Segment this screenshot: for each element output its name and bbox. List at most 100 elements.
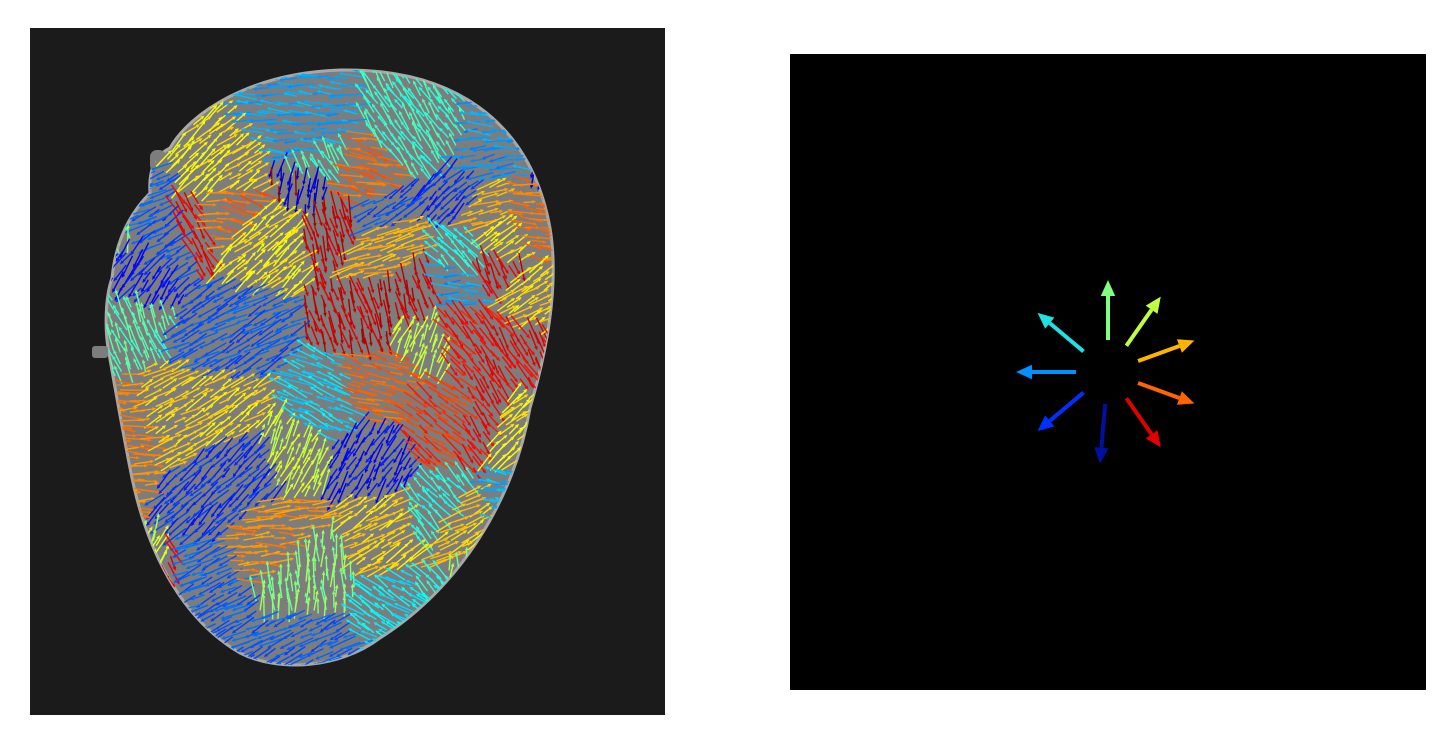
- vector-arrow: [439, 127, 449, 139]
- vector-arrow: [427, 86, 442, 105]
- vector-arrow: [268, 128, 288, 133]
- vector-arrow: [399, 92, 415, 112]
- vector-arrow: [483, 139, 513, 144]
- vector-arrow: [293, 146, 322, 152]
- vector-arrow: [294, 189, 300, 214]
- vector-arrow: [297, 75, 319, 80]
- vector-arrow: [229, 173, 242, 180]
- vector-arrow: [324, 85, 342, 91]
- vector-arrow: [215, 116, 237, 132]
- vector-arrow: [207, 174, 223, 193]
- vector-arrow: [450, 97, 465, 114]
- vector-arrow: [418, 102, 430, 121]
- vector-arrow: [166, 143, 181, 160]
- vector-arrow: [229, 179, 241, 190]
- vector-arrow: [193, 186, 209, 199]
- vector-arrow: [411, 162, 419, 176]
- vector-arrow: [400, 120, 414, 139]
- vector-arrow: [476, 178, 502, 191]
- vector-arrow: [481, 153, 495, 160]
- vector-arrow: [140, 197, 166, 207]
- vector-arrow: [300, 149, 310, 168]
- vector-arrow: [276, 101, 304, 108]
- vector-arrow: [165, 159, 181, 174]
- vector-arrow: [190, 151, 206, 170]
- vector-arrow: [303, 100, 333, 106]
- vector-arrow: [383, 188, 398, 199]
- vector-arrow: [316, 111, 336, 115]
- vector-arrow: [266, 120, 291, 125]
- vector-arrow: [399, 187, 413, 199]
- vector-arrow: [192, 115, 205, 126]
- vector-arrow: [306, 194, 311, 210]
- vector-arrow: [333, 75, 349, 80]
- vector-arrow: [336, 147, 351, 168]
- vector-arrow: [362, 71, 375, 99]
- vector-arrow: [238, 111, 266, 117]
- vector-arrow: [260, 109, 287, 116]
- vector-arrow: [321, 135, 331, 159]
- vector-arrow: [170, 175, 189, 199]
- vector-arrow: [454, 123, 463, 136]
- vector-arrow: [460, 164, 491, 169]
- vector-arrow: [481, 187, 509, 196]
- vector-arrow: [510, 174, 531, 182]
- vector-arrow: [236, 132, 250, 146]
- vector-arrow: [433, 156, 453, 178]
- vector-arrow: [343, 193, 363, 198]
- vector-arrow: [183, 136, 195, 147]
- vector-arrow: [277, 186, 281, 204]
- vector-arrow: [477, 192, 499, 201]
- vector-arrow: [454, 185, 470, 202]
- vector-arrow: [320, 131, 346, 135]
- vector-arrow: [503, 154, 527, 158]
- vector-arrow: [209, 123, 225, 135]
- vector-arrow: [191, 173, 210, 193]
- vector-arrow: [168, 153, 180, 164]
- vector-arrow: [199, 134, 212, 145]
- vector-arrow: [266, 107, 291, 115]
- vector-arrow: [395, 77, 415, 99]
- vector-arrow: [339, 83, 367, 88]
- vector-arrow: [400, 177, 418, 194]
- vector-arrow: [412, 144, 419, 159]
- vector-arrow: [207, 149, 225, 163]
- vector-arrow: [307, 85, 322, 90]
- vector-arrow: [216, 134, 238, 147]
- vector-arrow: [372, 198, 385, 205]
- vector-arrow: [422, 98, 430, 114]
- vector-arrow: [359, 163, 380, 172]
- vector-arrow: [462, 190, 477, 200]
- vector-arrow: [316, 74, 329, 79]
- vector-arrow: [285, 192, 290, 212]
- vector-arrow: [412, 135, 424, 150]
- vector-arrow: [294, 170, 298, 197]
- vector-arrow: [281, 119, 297, 124]
- vector-arrow: [371, 103, 388, 126]
- vector-arrow: [469, 158, 486, 163]
- vector-arrow: [410, 178, 420, 188]
- vector-arrow: [252, 179, 273, 190]
- direction-color-legend: [790, 54, 1426, 690]
- vector-arrow: [389, 132, 405, 151]
- vector-arrow: [371, 146, 390, 152]
- vector-arrow: [171, 131, 187, 153]
- vector-arrow: [424, 111, 441, 131]
- vector-arrow: [177, 175, 200, 193]
- vector-arrow: [261, 157, 280, 162]
- vector-arrow: [386, 162, 408, 170]
- vector-arrow: [430, 149, 440, 164]
- vector-arrow: [149, 187, 174, 199]
- vector-arrow: [316, 90, 333, 96]
- flow-field-image: [30, 28, 665, 715]
- vector-arrow: [254, 144, 266, 154]
- vector-arrow: [306, 184, 311, 199]
- vector-arrow: [388, 148, 404, 166]
- vector-arrow: [471, 190, 486, 198]
- vector-arrow: [467, 136, 490, 141]
- vector-arrow: [364, 69, 375, 74]
- vector-arrow: [374, 90, 390, 113]
- vector-arrow: [311, 137, 336, 145]
- vector-arrow: [295, 82, 316, 87]
- vector-arrow: [495, 136, 514, 140]
